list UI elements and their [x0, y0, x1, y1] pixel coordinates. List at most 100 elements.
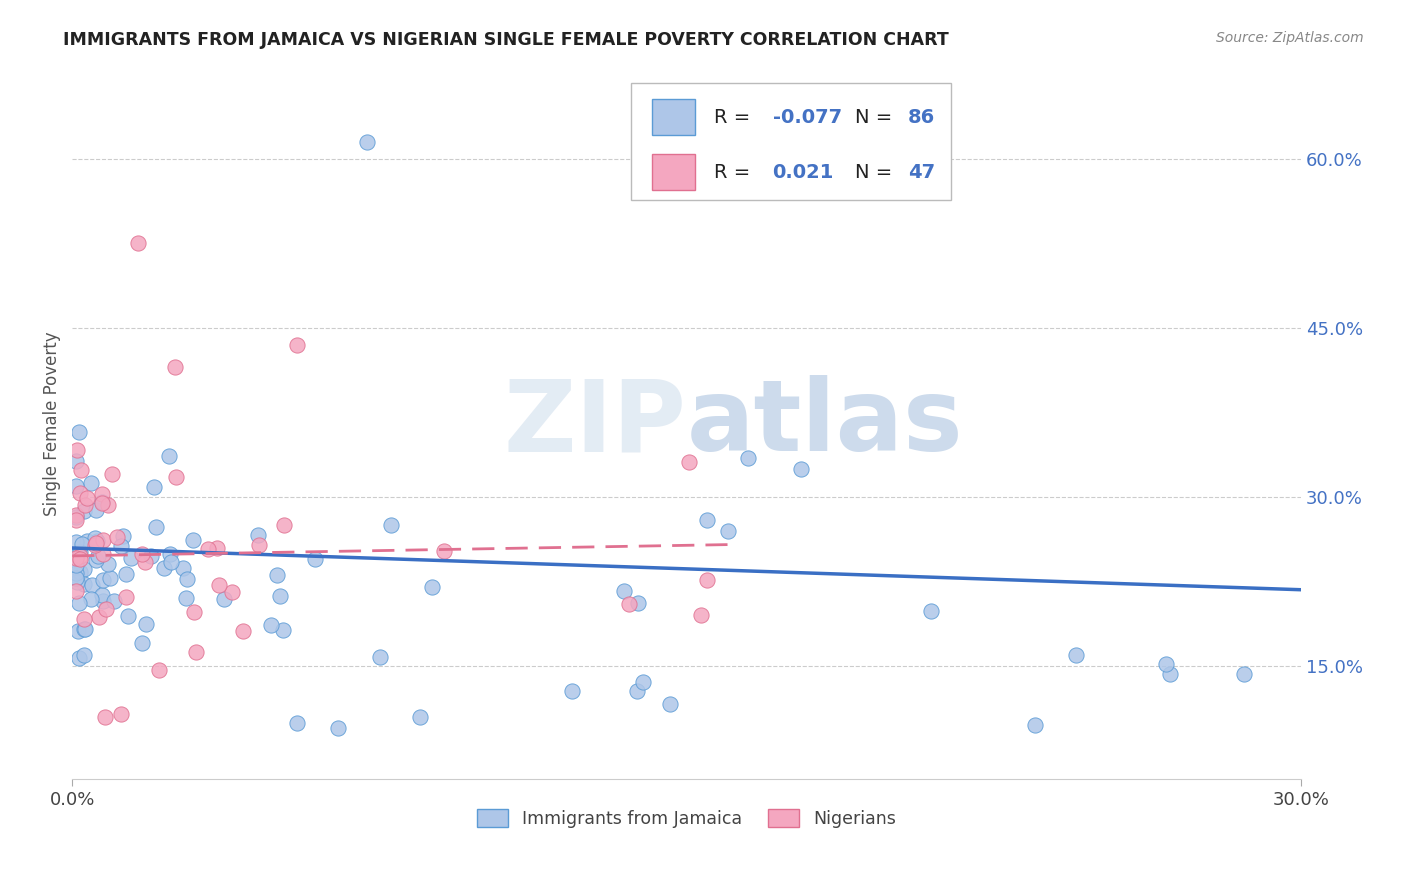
Point — [69, 549, 91, 563]
Point — [145, 520, 167, 534]
Point — [134, 555, 156, 569]
Point — [84, 553, 107, 567]
Legend: Immigrants from Jamaica, Nigerians: Immigrants from Jamaica, Nigerians — [470, 802, 903, 835]
Point — [613, 583, 636, 598]
Point — [91, 494, 114, 508]
Point — [111, 529, 134, 543]
Point — [287, 338, 309, 352]
Point — [696, 513, 718, 527]
Point — [91, 496, 114, 510]
Point — [91, 533, 114, 548]
Point — [159, 547, 181, 561]
Point — [328, 722, 350, 736]
Point — [117, 609, 139, 624]
Point — [246, 528, 269, 542]
Point — [65, 509, 87, 524]
Text: 86: 86 — [908, 108, 935, 127]
Text: atlas: atlas — [686, 376, 963, 473]
Point — [148, 663, 170, 677]
Point — [91, 593, 114, 607]
Point — [67, 596, 90, 610]
Point — [115, 567, 138, 582]
Text: -0.077: -0.077 — [772, 108, 842, 127]
Y-axis label: Single Female Poverty: Single Female Poverty — [44, 332, 60, 516]
Point — [131, 636, 153, 650]
Text: R =: R = — [714, 108, 756, 127]
Point — [65, 571, 87, 585]
Point — [678, 455, 700, 469]
Point — [304, 552, 326, 566]
Point — [1064, 648, 1087, 663]
Point — [626, 597, 648, 611]
Point — [619, 598, 641, 612]
Point — [271, 623, 294, 637]
Point — [1232, 667, 1254, 681]
Point — [67, 425, 90, 439]
Point — [86, 536, 108, 550]
Point — [69, 566, 91, 580]
Point — [1156, 657, 1178, 671]
Point — [91, 573, 114, 587]
Point — [659, 697, 682, 711]
Point — [75, 622, 97, 636]
Point — [174, 591, 197, 605]
Point — [135, 616, 157, 631]
Point — [631, 675, 654, 690]
Point — [269, 589, 291, 603]
Point — [197, 542, 219, 557]
Point — [87, 609, 110, 624]
Text: R =: R = — [714, 162, 756, 182]
Point — [69, 486, 91, 500]
Point — [247, 538, 270, 552]
Point — [65, 454, 87, 468]
Point — [561, 684, 583, 698]
Text: 47: 47 — [908, 162, 935, 182]
Point — [103, 593, 125, 607]
Point — [110, 706, 132, 721]
Point — [84, 538, 107, 552]
Point — [65, 584, 87, 599]
Point — [165, 469, 187, 483]
Point — [69, 545, 91, 559]
Point — [273, 518, 295, 533]
Point — [1159, 667, 1181, 681]
Point — [84, 502, 107, 516]
Point — [67, 624, 90, 639]
Bar — [652, 99, 695, 135]
Point — [93, 547, 115, 561]
Point — [80, 476, 103, 491]
Point — [110, 540, 132, 554]
Point — [82, 578, 104, 592]
Point — [72, 504, 94, 518]
Point — [94, 602, 117, 616]
Text: ZIP: ZIP — [503, 376, 686, 473]
Point — [73, 623, 96, 637]
Point — [69, 551, 91, 566]
Text: IMMIGRANTS FROM JAMAICA VS NIGERIAN SINGLE FEMALE POVERTY CORRELATION CHART: IMMIGRANTS FROM JAMAICA VS NIGERIAN SING… — [63, 31, 949, 49]
Point — [163, 360, 186, 375]
Point — [80, 592, 103, 607]
Point — [159, 555, 181, 569]
Point — [73, 562, 96, 576]
Point — [157, 449, 180, 463]
Point — [356, 135, 378, 149]
Point — [66, 575, 89, 590]
Point — [127, 236, 149, 251]
Point — [100, 467, 122, 481]
Point — [65, 566, 87, 581]
Point — [380, 518, 402, 533]
Point — [626, 684, 648, 698]
Point — [172, 561, 194, 575]
Point — [65, 534, 87, 549]
Point — [1024, 718, 1046, 732]
FancyBboxPatch shape — [631, 83, 950, 200]
Point — [67, 545, 90, 559]
Point — [76, 491, 98, 505]
Point — [131, 547, 153, 561]
Text: 0.021: 0.021 — [772, 162, 834, 182]
Point — [409, 710, 432, 724]
Point — [716, 524, 738, 538]
Point — [176, 572, 198, 586]
Point — [208, 578, 231, 592]
Point — [139, 549, 162, 563]
